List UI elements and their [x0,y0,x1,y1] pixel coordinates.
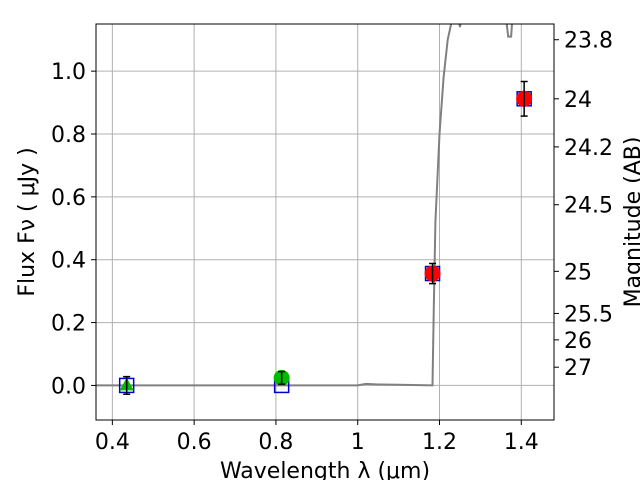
x-tick-label: 1.4 [504,430,539,455]
y2-tick-label: 24 [564,88,592,113]
y-axis-label: Flux Fν ( μJy ) [15,147,40,296]
x-tick-label: 0.4 [95,430,130,455]
plot-frame [95,23,555,421]
y2-tick-label: 24.2 [564,136,613,161]
y-tick-label: 0.6 [51,186,86,211]
y-axis: 0.0 0.2 0.4 0.6 0.8 1.0 [51,60,96,399]
grid [96,24,554,420]
y-tick-label: 0.0 [51,374,86,399]
x-axis-label: Wavelength λ (μm) [220,459,430,480]
y2-tick-label: 25.5 [564,302,613,327]
y-tick-label: 1.0 [51,60,86,85]
y2-tick-label: 24.5 [564,194,613,219]
secondary-y-axis-label: Magnitude (AB) [621,137,640,308]
x-tick-label: 1.2 [422,430,457,455]
x-tick-label: 0.6 [177,430,212,455]
x-tick-label: 0.8 [258,430,293,455]
y2-tick-label: 27 [564,356,592,381]
plot-area [96,24,533,395]
x-axis: 0.4 0.6 0.8 1 1.2 1.4 [95,420,539,455]
y2-tick-label: 26 [564,329,592,354]
y2-tick-label: 25 [564,260,592,285]
y-tick-label: 0.8 [51,123,86,148]
spectrum-line [96,24,513,387]
y-tick-label: 0.4 [51,249,86,274]
y-tick-label: 0.2 [51,312,86,337]
x-tick-label: 1 [351,430,365,455]
y2-tick-label: 23.8 [564,29,613,54]
